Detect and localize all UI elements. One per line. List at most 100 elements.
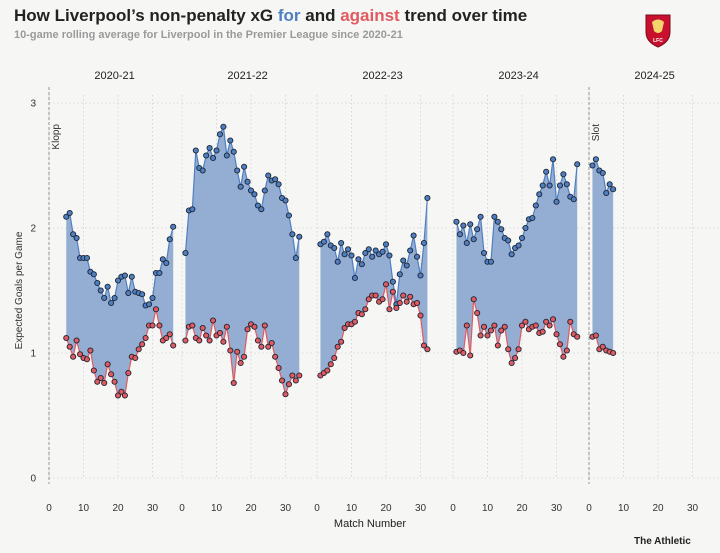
xg-for-point xyxy=(114,277,122,284)
title-part-3: trend over time xyxy=(399,6,528,25)
xg-for-point xyxy=(223,152,230,159)
xg-against-point xyxy=(487,327,495,334)
xg-against-point xyxy=(610,349,617,357)
xg-against-point xyxy=(104,361,111,368)
xg-for-point xyxy=(244,178,251,185)
xg-against-point xyxy=(341,324,348,332)
xg-against-point xyxy=(282,391,289,398)
y-axis-label: Expected Goals per Game xyxy=(14,231,25,349)
xg-against-point xyxy=(87,347,94,354)
xg-against-point xyxy=(125,369,132,377)
xg-against-point xyxy=(251,323,258,330)
xg-for-point xyxy=(125,289,132,297)
xg-for-point xyxy=(320,238,327,245)
x-tick-label: 0 xyxy=(46,503,52,514)
season-panel-2023-24: 2023-24 0 10 20 30 xyxy=(450,70,585,514)
xg-against-point xyxy=(94,378,101,385)
xg-against-point xyxy=(230,379,237,387)
xg-for-point xyxy=(182,249,189,257)
xg-for-point xyxy=(149,294,156,302)
xg-against-point xyxy=(258,343,265,350)
xg-for-point xyxy=(192,147,199,154)
x-tick-label: 10 xyxy=(618,503,630,514)
xg-against-point xyxy=(90,367,97,374)
xg-for-point xyxy=(407,247,414,254)
xg-against-point xyxy=(101,379,108,387)
xg-against-point xyxy=(97,374,104,382)
xg-for-point xyxy=(456,231,463,238)
xg-against-point xyxy=(403,298,410,305)
season-label: 2023-24 xyxy=(498,70,538,82)
xg-against-point xyxy=(199,324,206,332)
xg-against-point xyxy=(234,348,241,355)
xg-for-point xyxy=(128,273,135,280)
xg-against-point xyxy=(292,377,299,384)
x-tick-label: 30 xyxy=(551,503,563,514)
xg-against-point xyxy=(268,339,275,347)
xg-for-point xyxy=(603,189,610,197)
xg-against-point xyxy=(182,337,189,344)
xg-against-point xyxy=(563,347,570,354)
xg-gap-area xyxy=(320,198,428,376)
xg-for-point xyxy=(396,271,403,278)
xg-for-point xyxy=(73,234,80,242)
xg-against-point xyxy=(522,318,529,325)
xg-against-point xyxy=(216,329,223,337)
xg-against-point xyxy=(166,331,173,338)
xg-for-point xyxy=(365,246,372,253)
xg-for-point xyxy=(592,156,599,163)
xg-against-point xyxy=(505,346,512,353)
xg-against-line xyxy=(184,320,300,397)
xg-for-point xyxy=(358,261,365,268)
xg-for-point xyxy=(101,294,108,302)
y-tick-label: 2 xyxy=(30,224,36,235)
xg-for-point xyxy=(234,167,241,174)
xg-against-point xyxy=(417,312,424,319)
xg-for-point xyxy=(553,198,560,205)
xg-for-point xyxy=(206,144,213,152)
x-tick-label: 30 xyxy=(147,503,159,514)
xg-for-point xyxy=(560,171,567,178)
xg-against-point xyxy=(362,306,369,313)
xg-against-point xyxy=(241,353,248,360)
xg-against-point xyxy=(170,342,177,349)
xg-against-point xyxy=(132,354,139,362)
xg-for-point xyxy=(216,131,223,138)
x-tick-label: 0 xyxy=(314,503,320,514)
xg-for-point xyxy=(199,167,206,174)
xg-against-point xyxy=(70,353,77,360)
xg-against-point xyxy=(372,292,379,299)
xg-against-point xyxy=(386,306,393,313)
xg-for-point xyxy=(258,206,265,213)
xg-against-point xyxy=(543,318,550,325)
xg-for-point xyxy=(108,299,115,307)
xg-for-point xyxy=(539,182,546,189)
xg-against-point xyxy=(407,293,414,300)
xg-against-point xyxy=(156,322,163,329)
xg-for-point xyxy=(121,272,128,279)
x-tick-label: 20 xyxy=(245,503,257,514)
season-panel-2021-22: 2021-22 0 10 20 30 xyxy=(179,70,314,514)
xg-against-point xyxy=(358,311,365,318)
title-against-word: against xyxy=(340,6,400,25)
xg-for-point xyxy=(334,258,341,265)
xg-against-point xyxy=(118,388,125,395)
title-part-1: How Liverpool’s non-penalty xG xyxy=(14,6,278,25)
xg-against-point xyxy=(152,306,159,313)
xg-against-point xyxy=(470,296,477,303)
xg-for-point xyxy=(494,218,501,225)
x-tick-label: 0 xyxy=(179,503,185,514)
xg-against-point xyxy=(121,392,128,399)
xg-gap-area xyxy=(185,126,300,395)
xg-against-point xyxy=(477,332,484,339)
xg-against-point xyxy=(324,367,331,374)
xg-for-point xyxy=(463,239,470,247)
xg-for-point xyxy=(237,183,244,190)
season-label: 2024-25 xyxy=(634,70,674,82)
xg-against-point xyxy=(66,343,73,350)
xg-against-point xyxy=(379,296,386,303)
xg-for-point xyxy=(111,294,118,302)
xg-for-point xyxy=(550,156,557,163)
xg-against-point xyxy=(567,318,574,325)
season-label: 2022-23 xyxy=(362,70,402,82)
